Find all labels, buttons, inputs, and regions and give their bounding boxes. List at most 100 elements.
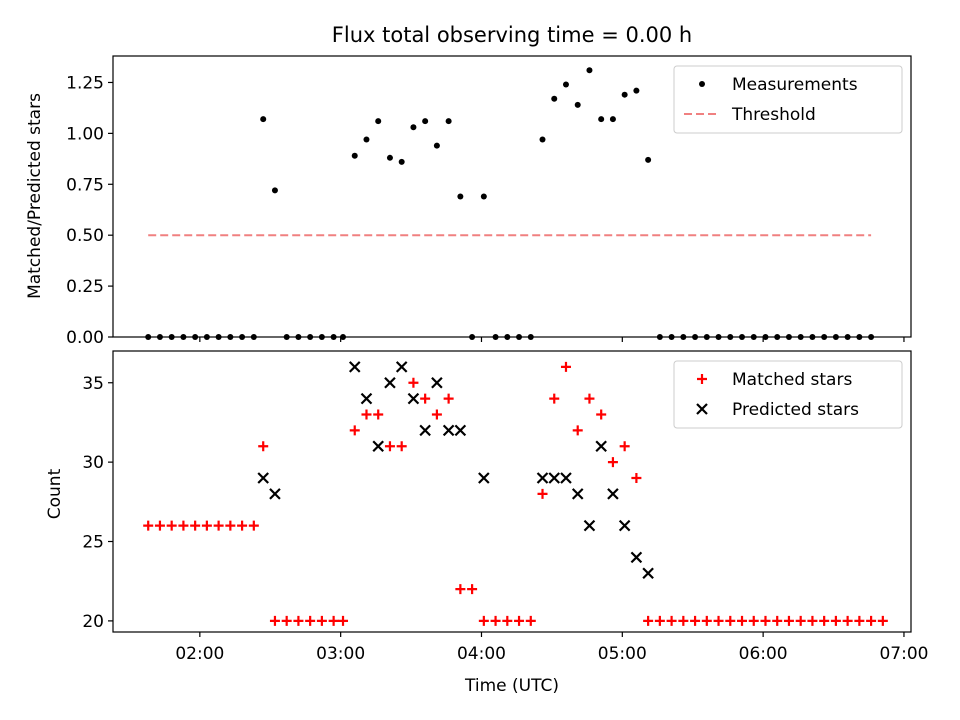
- bottom-series-predicted-stars-point: [348, 361, 361, 373]
- bottom-series-matched-stars-point: [467, 584, 478, 595]
- bottom-series-matched-stars-point: [701, 615, 712, 626]
- bottom-series-matched-stars-point: [490, 615, 501, 626]
- bottom-series-matched-stars-point: [478, 615, 489, 626]
- bottom-series-matched-stars-point: [213, 520, 224, 531]
- top-series-measurements-point: [645, 156, 652, 163]
- top-series-measurements-point: [433, 142, 440, 149]
- bottom-series-matched-stars-point: [396, 441, 407, 452]
- bottom-series-matched-stars-point: [842, 615, 853, 626]
- bottom-plot-area: 02:00 03:00 04:00 05:00 06:00 07:00 20 25 30 35 Ma…: [82, 350, 928, 664]
- bottom-series-matched-stars-point: [584, 393, 595, 404]
- x-tick-label: 04:00: [457, 644, 506, 664]
- bottom-series-matched-stars-point: [293, 615, 304, 626]
- bottom-series-predicted-stars-point: [360, 392, 373, 405]
- top-legend-box: [673, 65, 903, 134]
- top-series-measurements-point: [422, 118, 429, 125]
- bottom-series-matched-stars-point: [237, 520, 248, 531]
- bottom-legend-box: [673, 360, 903, 429]
- bottom-series-predicted-stars-point: [431, 376, 443, 389]
- bottom-series-matched-stars-point: [201, 520, 212, 531]
- bottom-series-matched-stars-point: [690, 615, 701, 626]
- top-chart-title: Flux total observing time = 0.00 h: [332, 23, 692, 47]
- top-y-tick-label: 0.75: [66, 175, 104, 195]
- bottom-series-predicted-stars-point: [372, 440, 384, 453]
- bottom-series-matched-stars-point: [281, 615, 292, 626]
- bottom-series-matched-stars-point: [678, 615, 689, 626]
- top-series-measurements-point: [457, 193, 464, 200]
- top-axes-frame: [112, 55, 912, 338]
- bottom-series-matched-stars-point: [748, 615, 759, 626]
- top-series-measurements-point: [562, 81, 569, 88]
- top-y-tick-label: 1.25: [66, 73, 104, 93]
- bottom-series-matched-stars-point: [328, 615, 339, 626]
- top-series-measurements-point: [445, 118, 452, 125]
- bottom-series-matched-stars-point: [737, 615, 748, 626]
- bottom-legend-swatch: [697, 374, 707, 384]
- bottom-series-matched-stars-point: [420, 393, 431, 404]
- bottom-series-matched-stars-point: [643, 615, 654, 626]
- bottom-series-matched-stars-point: [572, 425, 583, 436]
- bottom-series-matched-stars-point: [338, 615, 349, 626]
- bottom-series-predicted-stars-point: [560, 472, 572, 484]
- top-series-measurements-point: [363, 136, 370, 143]
- bottom-series-predicted-stars-point: [595, 440, 607, 453]
- bottom-series-matched-stars-point: [654, 615, 665, 626]
- bottom-legend: Matched stars Predicted stars: [673, 360, 903, 429]
- top-y-tick-label: 0.50: [66, 226, 104, 246]
- top-series-measurements-point: [598, 116, 605, 123]
- bottom-series-matched-stars-point: [666, 615, 677, 626]
- bottom-series-matched-stars-point: [258, 441, 269, 452]
- bottom-series-matched-stars-point: [190, 520, 201, 531]
- bottom-series-matched-stars-point: [143, 520, 154, 531]
- top-legend-swatch: [699, 81, 705, 87]
- bottom-series-matched-stars-point: [713, 615, 724, 626]
- top-series-measurements-point: [621, 91, 628, 98]
- bottom-series-matched-stars-point: [619, 441, 630, 452]
- top-series-measurements-point: [386, 154, 393, 161]
- bottom-series-matched-stars-point: [819, 615, 830, 626]
- bottom-y-tick-label: 25: [82, 533, 104, 553]
- bottom-series-matched-stars-point: [384, 441, 395, 452]
- bottom-series-predicted-stars-point: [630, 551, 643, 564]
- bottom-series-predicted-stars-point: [642, 567, 654, 580]
- bottom-series-predicted-stars-point: [478, 472, 490, 484]
- top-series-measurements-point: [539, 136, 546, 143]
- top-series-measurements-point: [271, 187, 278, 194]
- top-y-tick-label: 1.00: [66, 124, 104, 144]
- bottom-series-predicted-stars-point: [384, 376, 396, 389]
- bottom-series-matched-stars-point: [305, 615, 316, 626]
- bottom-series-matched-stars-point: [783, 615, 794, 626]
- top-legend-label: Measurements: [732, 75, 858, 95]
- bottom-axes-frame: [112, 350, 912, 633]
- top-y-tick-label: 0.00: [66, 328, 104, 348]
- bottom-series-matched-stars-point: [178, 520, 189, 531]
- bottom-series-predicted-stars-point: [269, 488, 281, 500]
- top-series-measurements-point: [398, 158, 405, 165]
- x-axis-label: Time (UTC): [464, 676, 559, 696]
- bottom-series-matched-stars-point: [431, 409, 442, 420]
- bottom-series-predicted-stars-point: [407, 392, 420, 405]
- bottom-series-matched-stars-point: [760, 615, 771, 626]
- top-legend-label: Threshold: [731, 105, 816, 125]
- bottom-series-predicted-stars-point: [419, 424, 431, 437]
- x-tick-label: 06:00: [739, 644, 788, 664]
- top-series-measurements-point: [574, 101, 581, 108]
- bottom-legend-swatch: [696, 403, 708, 415]
- bottom-series-matched-stars-point: [502, 615, 513, 626]
- bottom-series-matched-stars-point: [877, 615, 888, 626]
- top-plot-area: 0.00 0.25 0.50 0.75 1.00 1.25 Measurements Thre…: [66, 55, 912, 348]
- bottom-series-matched-stars-point: [349, 425, 360, 436]
- bottom-series-predicted-stars-point: [454, 424, 467, 437]
- bottom-series-predicted-stars-point: [257, 472, 269, 484]
- bottom-series-matched-stars-point: [373, 409, 384, 420]
- bottom-legend-label: Predicted stars: [732, 400, 859, 420]
- top-series-measurements-point: [551, 95, 558, 102]
- top-legend: Measurements Threshold: [673, 65, 903, 134]
- bottom-series-matched-stars-point: [525, 615, 536, 626]
- top-series-measurements-point: [410, 124, 417, 131]
- bottom-series-predicted-stars-point: [583, 519, 596, 532]
- bottom-series-matched-stars-point: [854, 615, 865, 626]
- bottom-series-matched-stars-point: [154, 520, 165, 531]
- bottom-y-tick-label: 35: [82, 374, 104, 394]
- bottom-series-matched-stars-point: [166, 520, 177, 531]
